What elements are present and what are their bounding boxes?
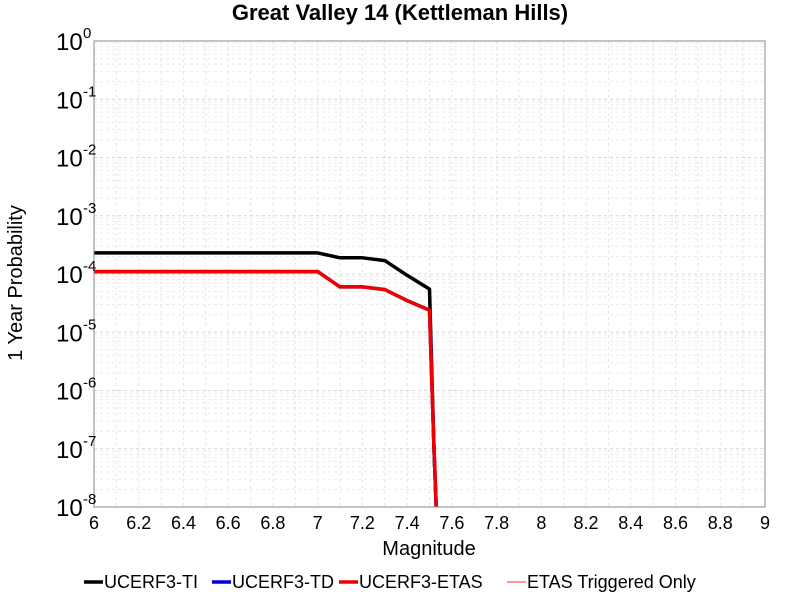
legend-label: UCERF3-TD [232, 572, 334, 592]
y-tick-label: 10 -6 [56, 375, 96, 406]
legend: UCERF3-TI UCERF3-TD UCERF3-ETAS ETAS Trigge… [84, 572, 696, 592]
y-tick-label: 10 -3 [56, 200, 96, 231]
y-tick-base: 10 [56, 495, 83, 522]
x-tick-label: 6.6 [216, 513, 241, 533]
y-tick-base: 10 [56, 146, 83, 173]
y-tick-base: 10 [56, 87, 83, 114]
x-tick-label: 6.2 [126, 513, 151, 533]
y-tick-exponent: -3 [83, 200, 96, 217]
x-tick-label: 7 [313, 513, 323, 533]
y-tick-base: 10 [56, 437, 83, 464]
y-tick-label: 10 -4 [56, 258, 96, 289]
x-tick-label: 8.6 [663, 513, 688, 533]
x-tick-label: 8 [536, 513, 546, 533]
x-tick-label: 6.4 [171, 513, 196, 533]
y-tick-base: 10 [56, 29, 83, 56]
y-tick-label: 10 -2 [56, 142, 96, 173]
x-tick-label: 6.8 [260, 513, 285, 533]
legend-item: UCERF3-TD [212, 572, 334, 592]
x-tick-label: 7.4 [395, 513, 420, 533]
y-tick-exponent: -4 [83, 258, 96, 275]
series-group [94, 251, 438, 508]
legend-label: ETAS Triggered Only [527, 572, 696, 592]
y-tick-label: 10 0 [56, 25, 91, 56]
series-line-2 [94, 269, 438, 508]
chart-title: Great Valley 14 (Kettleman Hills) [232, 0, 568, 25]
grid [93, 41, 766, 508]
x-tick-label: 8.2 [574, 513, 599, 533]
legend-item: ETAS Triggered Only [507, 572, 696, 592]
y-tick-exponent: -1 [83, 83, 96, 100]
series-line-0 [94, 251, 438, 508]
x-tick-label: 8.4 [618, 513, 643, 533]
y-tick-label: 10 -5 [56, 316, 96, 347]
legend-label: UCERF3-ETAS [359, 572, 483, 592]
y-tick-exponent: 0 [83, 25, 91, 42]
y-tick-exponent: -2 [83, 142, 96, 159]
legend-item: UCERF3-ETAS [339, 572, 483, 592]
legend-item: UCERF3-TI [84, 572, 198, 592]
y-tick-exponent: -5 [83, 316, 96, 333]
y-tick-label: 10 -8 [56, 491, 96, 522]
y-tick-base: 10 [56, 262, 83, 289]
y-tick-label: 10 -7 [56, 433, 96, 464]
y-tick-exponent: -6 [83, 375, 96, 392]
x-tick-label: 8.8 [708, 513, 733, 533]
y-tick-exponent: -8 [83, 491, 96, 508]
y-axis-label: 1 Year Probability [5, 205, 27, 361]
x-tick-label: 6 [89, 513, 99, 533]
y-tick-base: 10 [56, 320, 83, 347]
legend-label: UCERF3-TI [104, 572, 198, 592]
x-axis-ticks: 6 6.2 6.4 6.6 6.8 7 7.2 7.4 7.6 7.8 8 8.2 8.4 8.6 8.8 9 [89, 513, 770, 533]
y-tick-base: 10 [56, 379, 83, 406]
y-tick-label: 10 -1 [56, 83, 96, 114]
x-tick-label: 7.8 [484, 513, 509, 533]
x-tick-label: 7.2 [350, 513, 375, 533]
y-tick-base: 10 [56, 204, 83, 231]
x-tick-label: 9 [760, 513, 770, 533]
plot-frame [93, 40, 766, 508]
x-axis-label: Magnitude [382, 538, 475, 560]
x-tick-label: 7.6 [439, 513, 464, 533]
y-tick-exponent: -7 [83, 433, 96, 450]
